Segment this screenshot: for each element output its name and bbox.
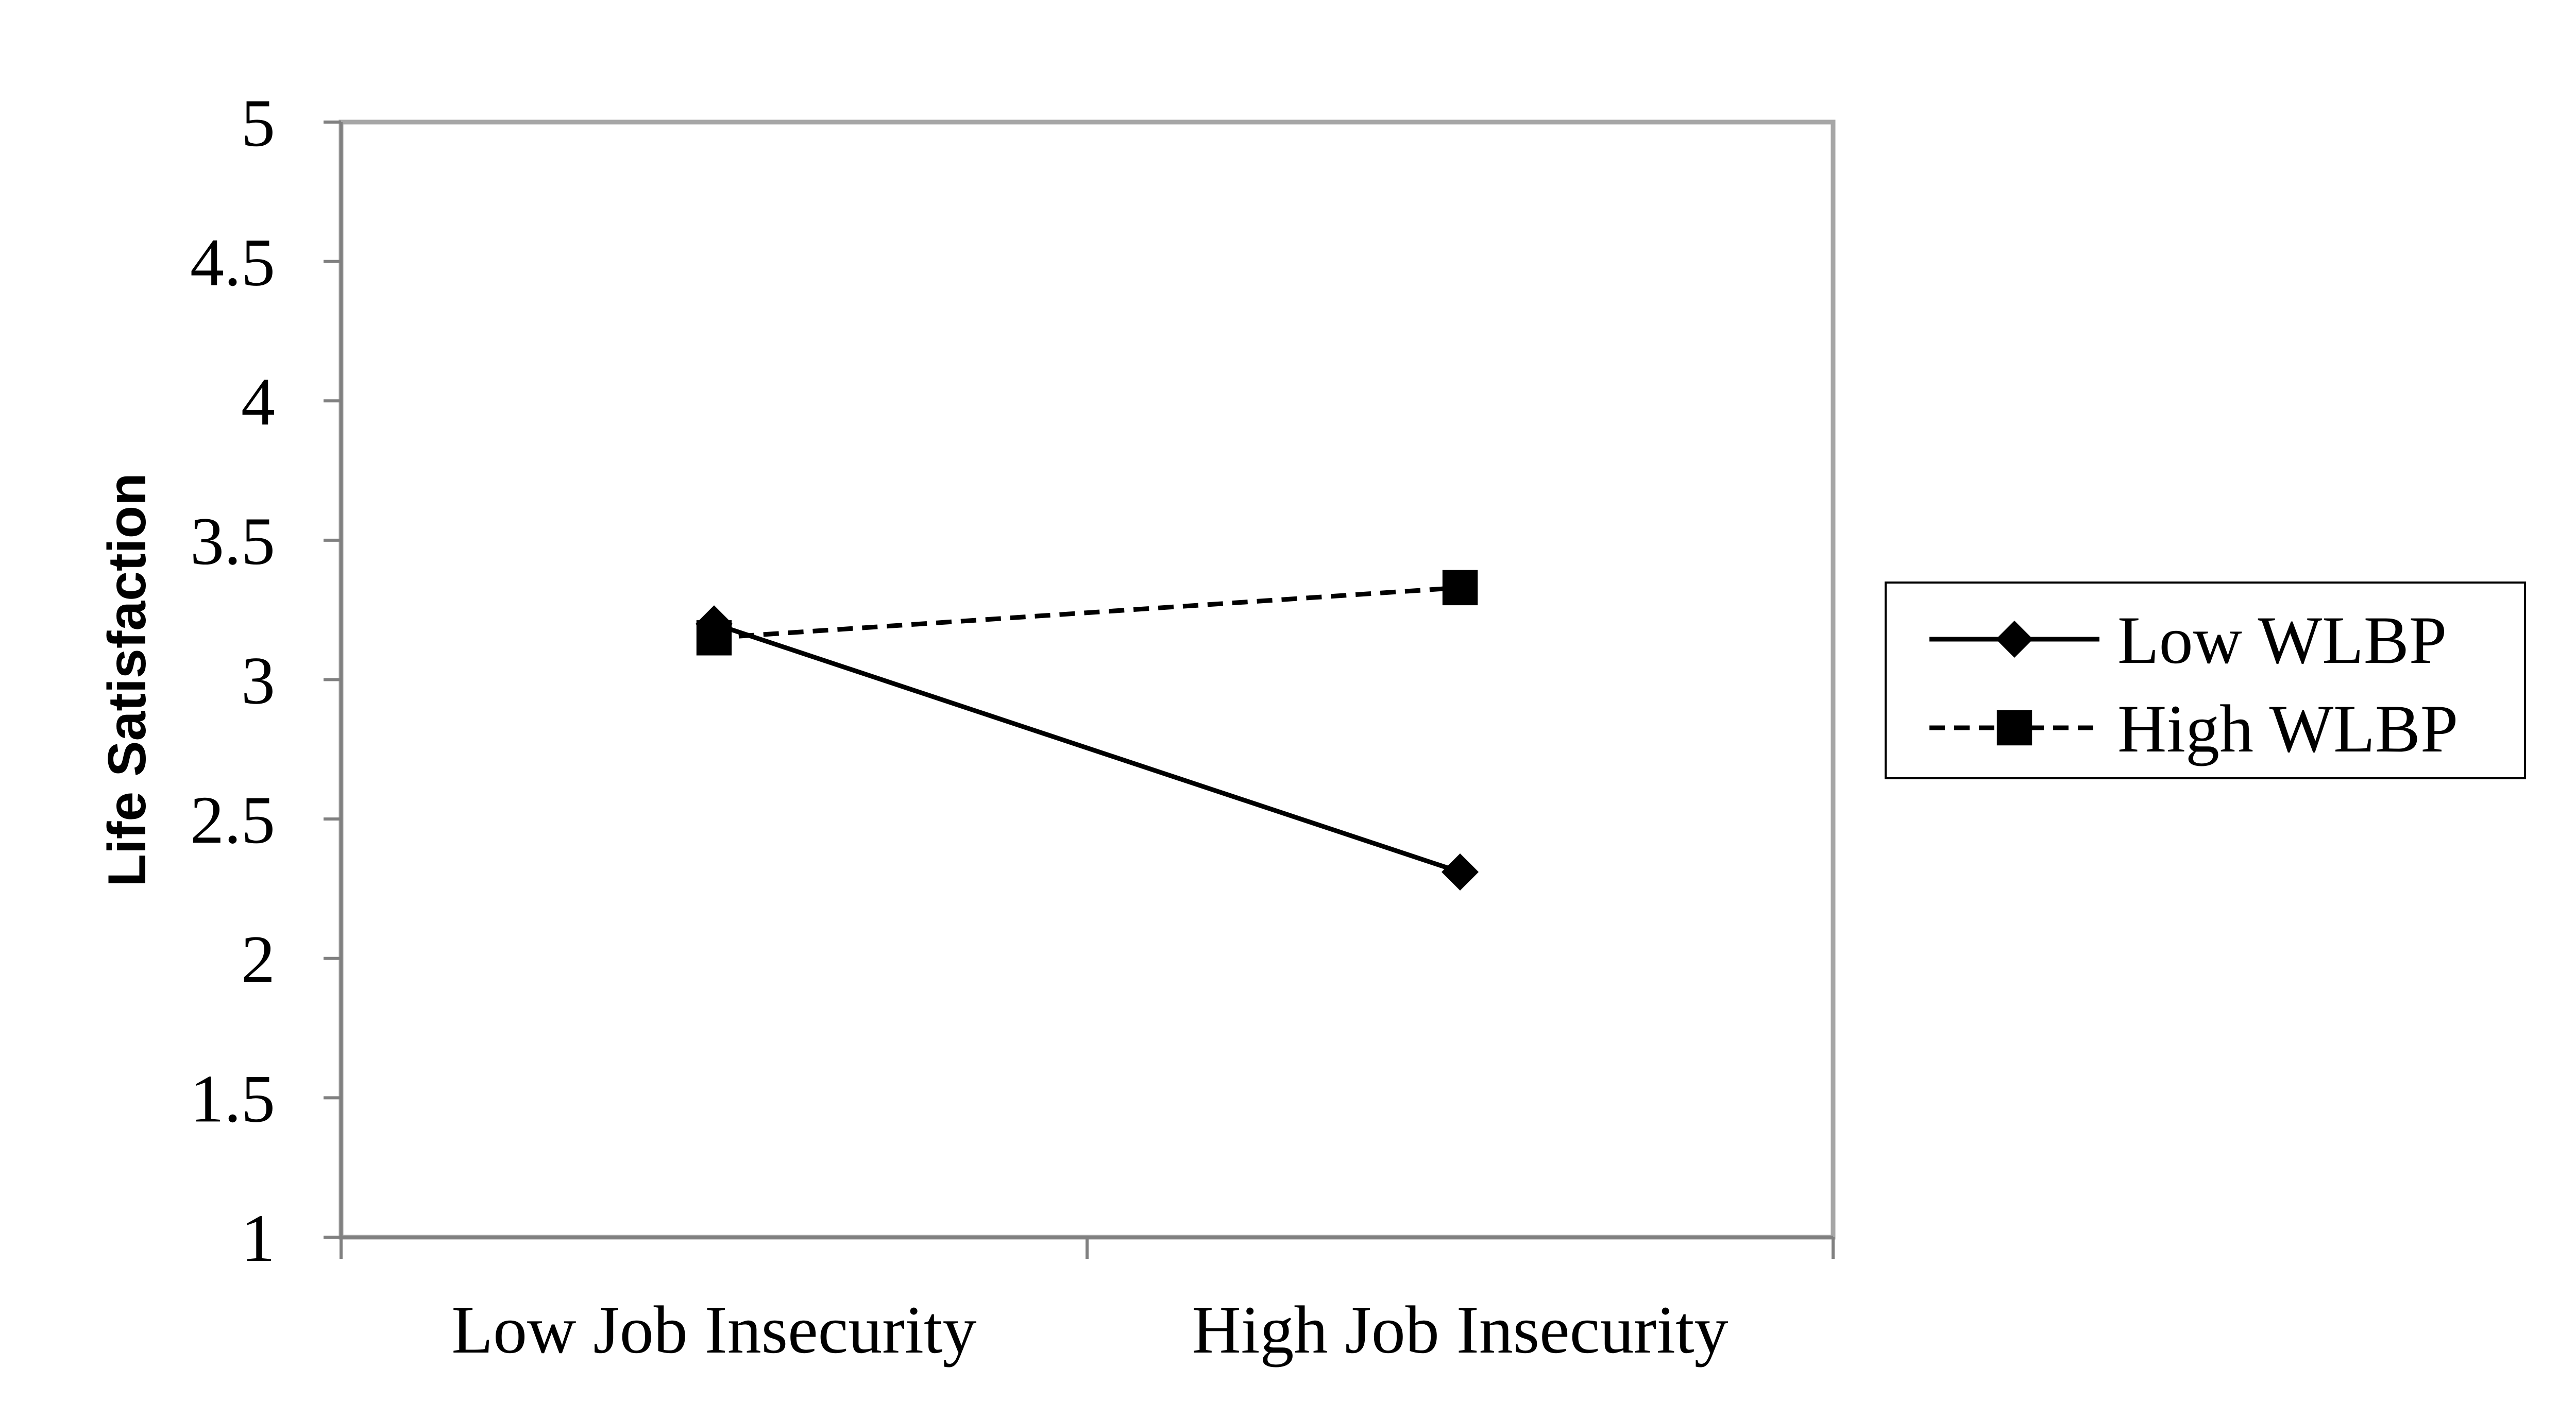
legend: Low WLBP High WLBP [1929,602,2458,766]
y-tick-label: 3 [241,643,275,719]
legend-entry: Low WLBP [1929,602,2447,678]
legend-label: High WLBP [2117,691,2458,766]
y-tick-label: 4 [241,364,275,439]
x-axis-tick-labels: Low Job Insecurity High Job Insecurity [451,1292,1728,1367]
data-point-diamond [1442,853,1479,891]
legend-label: Low WLBP [2117,602,2447,678]
y-tick-label: 4.5 [190,225,275,300]
y-tick-label: 1 [241,1200,275,1276]
legend-entry: High WLBP [1929,691,2458,766]
y-tick-label: 2 [241,921,275,997]
data-point-square [1996,710,2032,746]
y-tick-label: 2.5 [190,782,275,858]
y-axis-tick-labels: 1 1.5 2 2.5 3 3.5 4 4.5 5 [190,85,275,1276]
data-point-square [1442,570,1478,606]
axes [324,121,1835,1259]
y-tick-label: 5 [241,85,275,161]
series-high-wlbp [696,570,1478,656]
x-tick-label: High Job Insecurity [1192,1292,1728,1367]
series-lines [696,570,1479,891]
data-point-square [696,620,732,656]
y-tick-label: 3.5 [190,503,275,579]
x-tick-label: Low Job Insecurity [451,1292,976,1367]
y-axis-title: Life Satisfaction [97,473,157,886]
series-line [713,621,1461,875]
legend-box [1885,582,2526,779]
y-tick-label: 1.5 [190,1061,275,1136]
data-point-diamond [1996,621,2033,658]
series-line [714,585,1461,640]
